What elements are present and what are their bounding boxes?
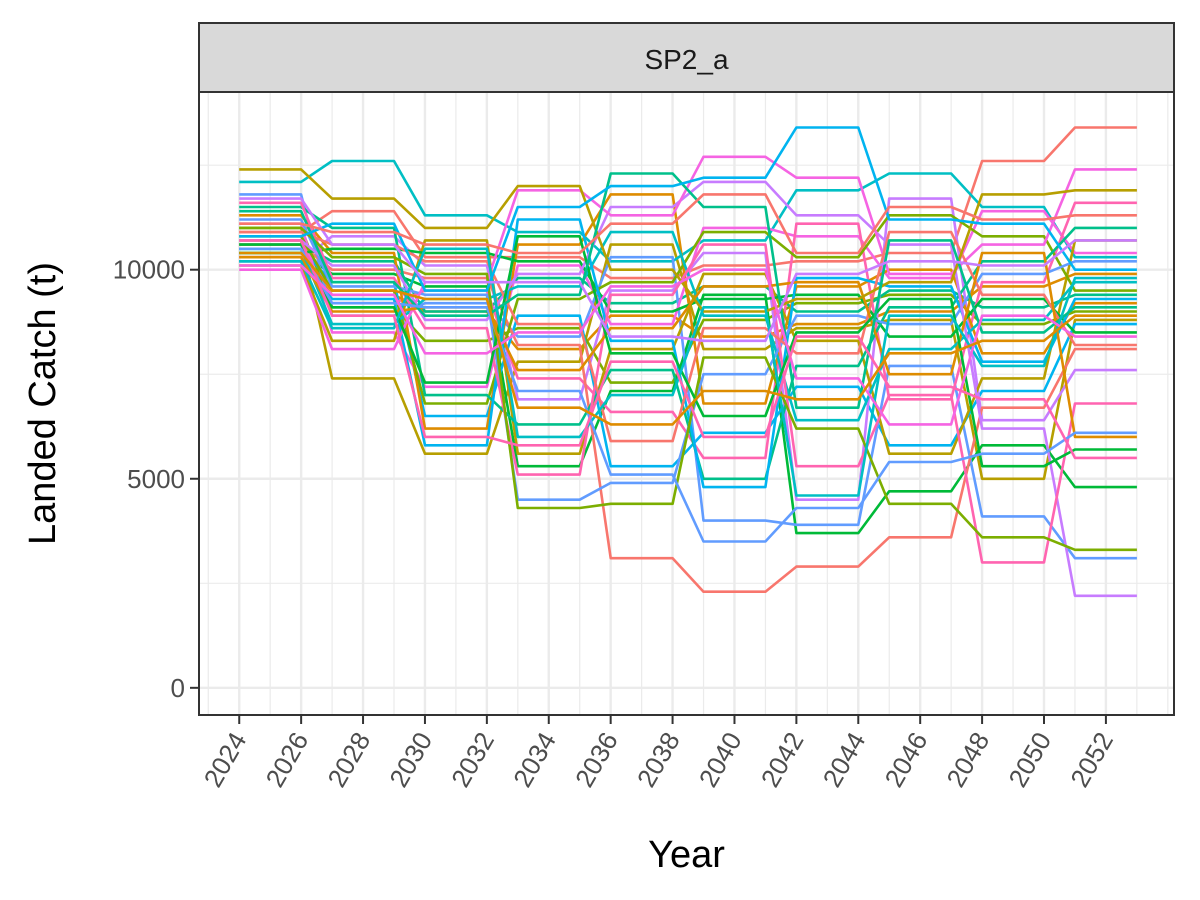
series-line [239,155,1137,351]
plot-panel-border [198,91,1175,716]
series-line [239,193,1137,255]
x-axis-title: Year [648,834,725,876]
series-line [239,180,1137,598]
series-line [239,264,1137,426]
facet-strip-label: SP2_a [644,44,728,75]
y-tick-label: 0 [171,673,185,703]
series-line [239,168,1137,313]
series-line [239,251,1137,426]
series-line [239,226,1137,552]
y-axis-title: Landed Catch (t) [22,262,64,545]
y-axis: 0 5000 10000 [113,255,199,703]
series-line [239,251,1137,439]
series-line [239,201,1137,564]
series-line [239,235,1137,468]
y-tick-label: 10000 [113,255,185,285]
series-line [239,247,1137,543]
series-line [239,230,1137,422]
series-line [239,243,1137,594]
series-line [239,193,1137,430]
series-line [239,172,1137,410]
series-line [239,251,1137,535]
series-line [239,159,1137,263]
series-line [239,239,1137,460]
facet-strip: SP2_a [198,22,1175,93]
facet-strip-background [198,22,1175,93]
series-line [239,247,1137,497]
series-line [239,126,1137,292]
series-lines [239,126,1137,598]
series-line [239,197,1137,343]
series-line [239,239,1137,456]
y-tick-label: 5000 [127,464,185,494]
series-line [239,218,1137,489]
